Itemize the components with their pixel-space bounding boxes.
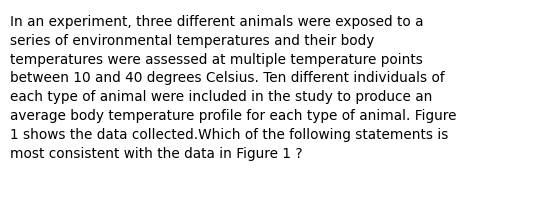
Text: In an experiment, three different animals were exposed to a
series of environmen: In an experiment, three different animal… <box>10 15 456 161</box>
